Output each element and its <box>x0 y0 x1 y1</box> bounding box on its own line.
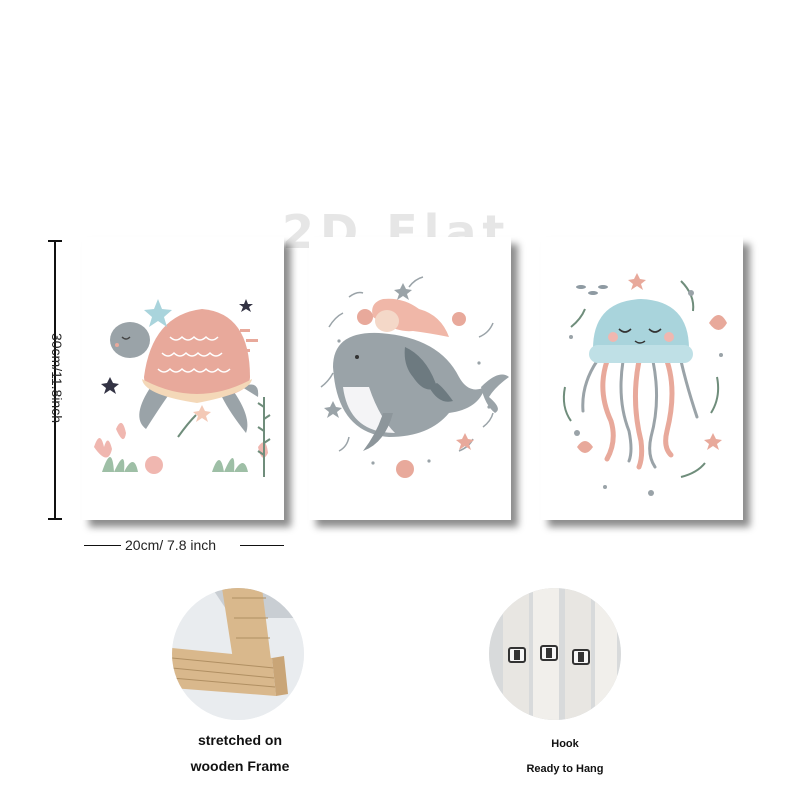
height-arrow-cap-bottom <box>48 518 62 520</box>
hook-icon <box>489 588 621 720</box>
frame-caption-line1: stretched on <box>197 732 282 748</box>
canvas-print-whale-mermaid <box>309 237 511 520</box>
height-dimension-line <box>54 240 56 520</box>
wooden-frame-icon <box>172 588 304 720</box>
height-label: 30cm/11.8inch <box>49 332 65 423</box>
hook-caption-line1: Hook <box>551 738 579 750</box>
whale-mermaid-illustration <box>320 276 509 478</box>
hook-photo <box>489 588 621 720</box>
canvas-print-jellyfish <box>541 237 743 520</box>
jellyfish-illustration <box>562 273 727 496</box>
canvas-print-turtle <box>82 237 284 520</box>
width-line-left <box>84 545 121 546</box>
frame-caption-line2: wooden Frame <box>190 758 290 774</box>
wooden-frame-photo <box>172 588 304 720</box>
width-line-right <box>240 545 284 546</box>
hook-caption-line2: Ready to Hang <box>526 763 604 775</box>
turtle-illustration <box>94 299 271 477</box>
width-label: 20cm/ 7.8 inch <box>125 537 217 553</box>
